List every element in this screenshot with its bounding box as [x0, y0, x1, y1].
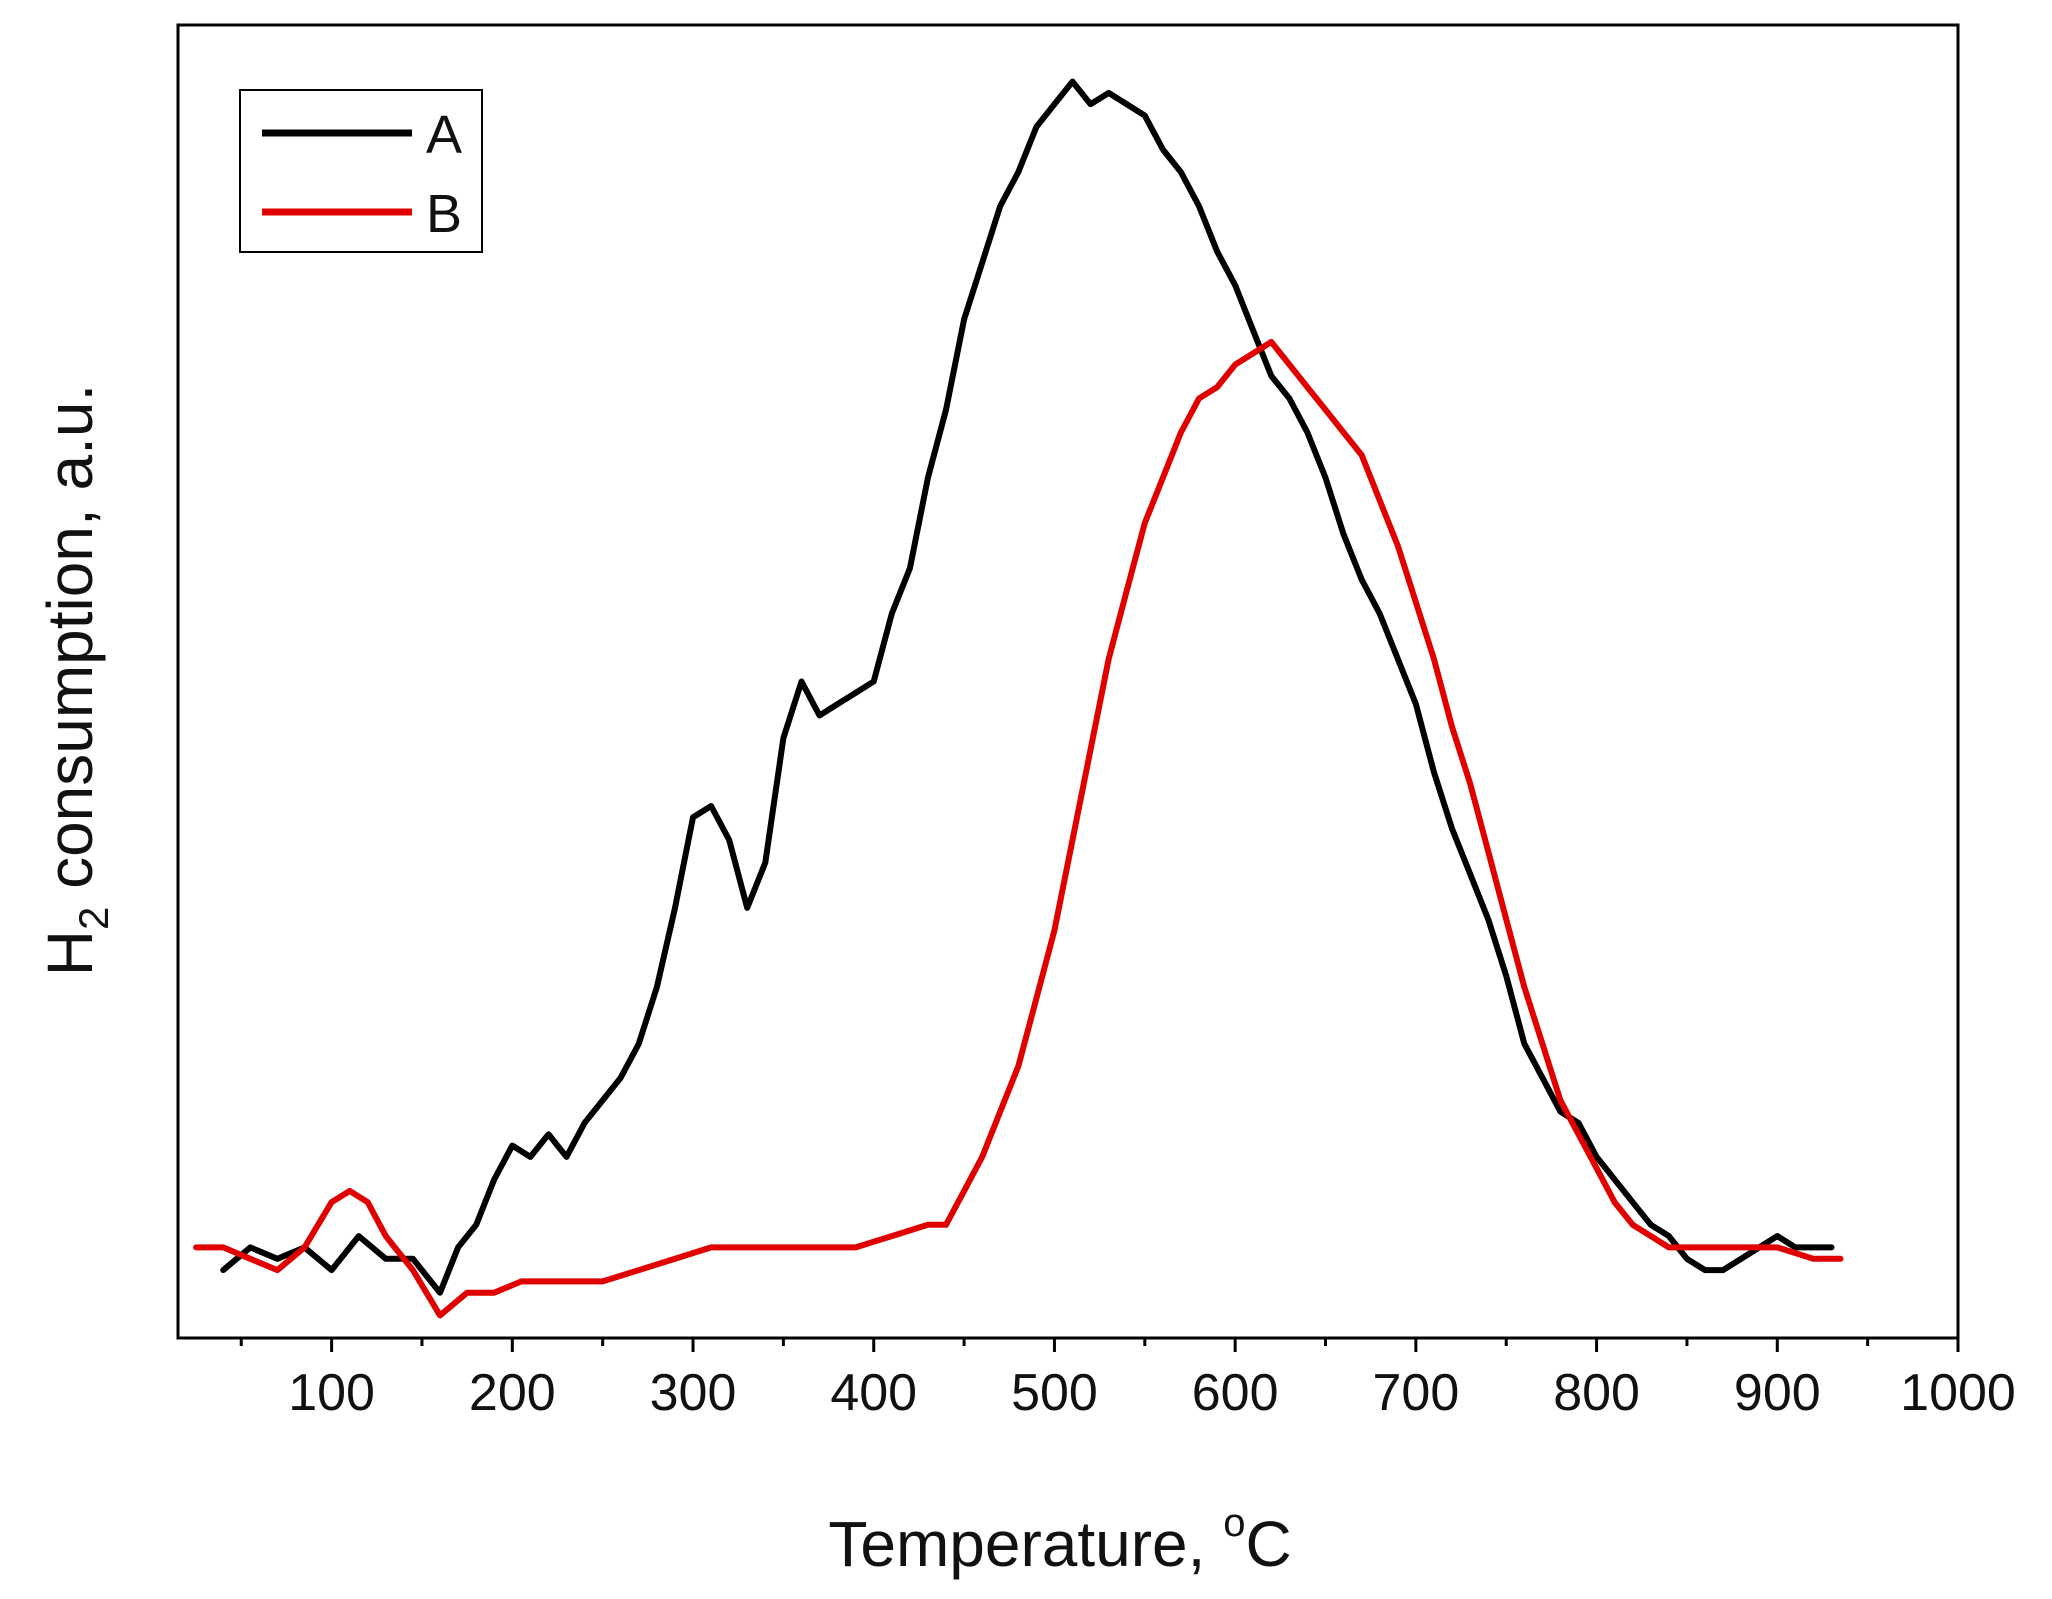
- series-line-a: [220, 78, 1835, 1296]
- y-axis-title-subscript: 2: [70, 907, 117, 930]
- series-line-b: [193, 338, 1844, 1319]
- x-tick-label-500: 500: [1011, 1364, 1098, 1422]
- x-tick-label-300: 300: [650, 1364, 737, 1422]
- x-axis-title-unit: C: [1245, 1508, 1291, 1580]
- x-tick-label-400: 400: [830, 1364, 917, 1422]
- x-tick-labels: 100 200 300 400 500 600 700 800 900 1000: [288, 1364, 2016, 1422]
- x-tick-label-800: 800: [1553, 1364, 1640, 1422]
- y-axis-title-h: H: [34, 930, 106, 976]
- legend: A B: [239, 89, 483, 253]
- x-tick-label-200: 200: [469, 1364, 556, 1422]
- x-axis-title: Temperature, oC: [828, 1501, 1291, 1580]
- x-tick-label-100: 100: [288, 1364, 375, 1422]
- x-tick-marks: [239, 1338, 1960, 1352]
- x-axis-title-base: Temperature,: [828, 1508, 1223, 1580]
- x-tick-label-600: 600: [1192, 1364, 1279, 1422]
- x-tick-label-900: 900: [1734, 1364, 1821, 1422]
- series-layer: [193, 78, 1844, 1319]
- y-axis-title: H2 consumption, a.u.: [34, 384, 117, 977]
- y-axis-title-rest: consumption, a.u.: [34, 384, 106, 907]
- legend-label-b: B: [426, 184, 462, 244]
- x-axis-title-degree: o: [1223, 1501, 1245, 1545]
- plot-area-frame: [176, 23, 1960, 1340]
- x-tick-label-1000: 1000: [1900, 1364, 2016, 1422]
- legend-label-a: A: [426, 105, 462, 165]
- legend-box: [239, 89, 483, 253]
- x-tick-label-700: 700: [1372, 1364, 1459, 1422]
